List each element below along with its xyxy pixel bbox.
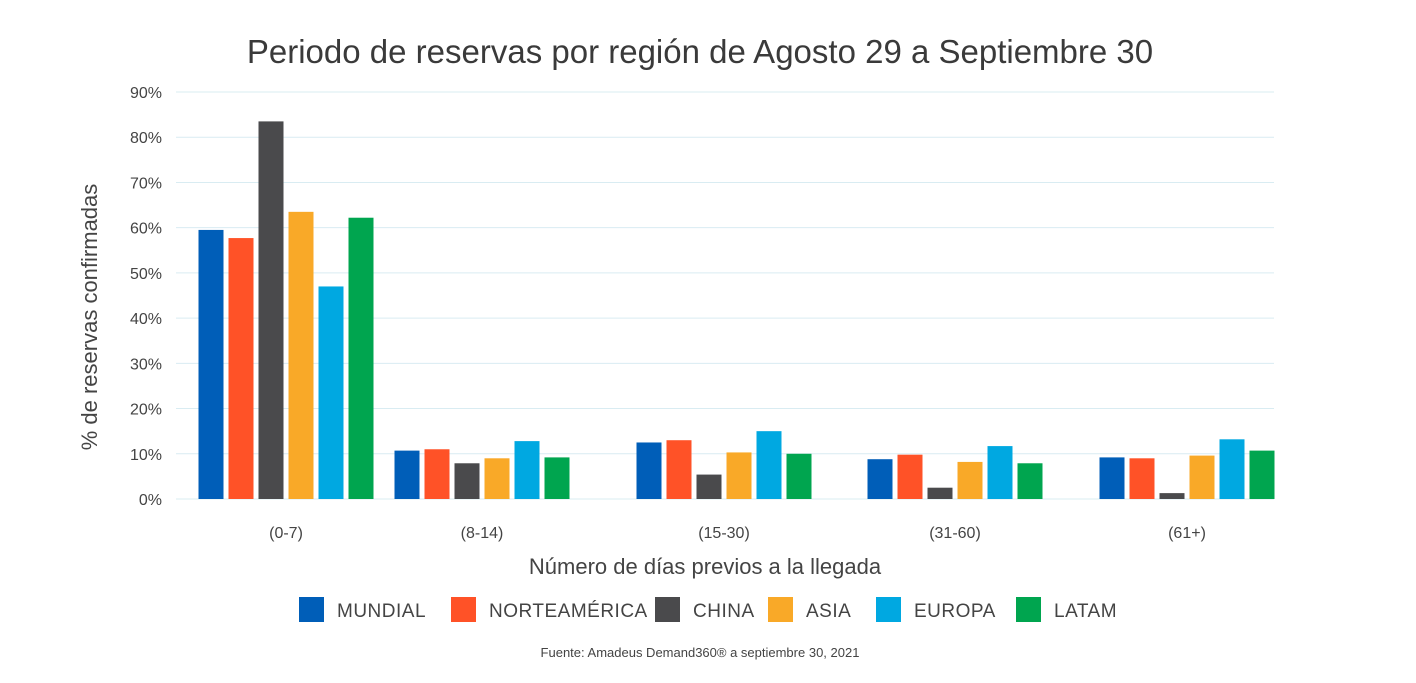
bar [756, 431, 782, 499]
bar [1129, 458, 1155, 499]
bar [288, 211, 314, 500]
bars [198, 121, 1275, 500]
bar [484, 458, 510, 499]
legend-swatch [655, 597, 680, 622]
bar [927, 487, 953, 499]
x-category-label: (0-7) [269, 525, 303, 542]
bar [726, 452, 752, 499]
bar [636, 442, 662, 499]
bar [258, 121, 284, 500]
bar [696, 474, 722, 499]
y-tick-label: 10% [130, 447, 162, 464]
bar [454, 463, 480, 499]
bar [957, 461, 983, 499]
y-tick-label: 20% [130, 402, 162, 419]
y-tick-label: 90% [130, 85, 162, 102]
bar [786, 453, 812, 499]
x-category-label: (15-30) [698, 525, 750, 542]
legend-swatch [1016, 597, 1041, 622]
bar [987, 446, 1013, 499]
y-tick-label: 60% [130, 221, 162, 238]
chart-title: Periodo de reservas por región de Agosto… [247, 33, 1153, 70]
y-axis-title: % de reservas confirmadas [77, 184, 102, 451]
bar [666, 440, 692, 499]
legend-label: ASIA [806, 601, 851, 622]
bar [514, 441, 540, 499]
source-note: Fuente: Amadeus Demand360® a septiembre … [541, 645, 860, 660]
bar [318, 286, 344, 499]
y-tick-label: 30% [130, 356, 162, 373]
bar [897, 454, 923, 499]
bar [394, 450, 420, 499]
bar [1219, 439, 1245, 499]
y-tick-label: 50% [130, 266, 162, 283]
bar [867, 459, 893, 499]
bar [1099, 457, 1125, 499]
y-tick-label: 40% [130, 311, 162, 328]
x-category-label: (8-14) [461, 525, 504, 542]
legend-label: EUROPA [914, 601, 996, 622]
y-tick-label: 70% [130, 175, 162, 192]
bar [1189, 455, 1215, 499]
bar [1249, 450, 1275, 499]
legend-label: MUNDIAL [337, 601, 426, 622]
legend-swatch [299, 597, 324, 622]
bar [198, 229, 224, 499]
x-category-label: (31-60) [929, 525, 981, 542]
x-axis-categories: (0-7) (8-14) (15-30) (31-60) (61+) [269, 525, 1206, 542]
legend-swatch [451, 597, 476, 622]
bar [1159, 493, 1185, 499]
bar [544, 457, 570, 499]
x-axis-title: Número de días previos a la llegada [529, 554, 882, 579]
legend-label: LATAM [1054, 601, 1117, 622]
y-axis-ticks: 0% 10% 20% 30% 40% 50% 60% 70% 80% 90% [130, 85, 162, 509]
legend-swatch [876, 597, 901, 622]
y-tick-label: 0% [139, 492, 162, 509]
bar [348, 217, 374, 499]
legend-label: NORTEAMÉRICA [489, 601, 648, 622]
bar [228, 238, 254, 499]
y-tick-label: 80% [130, 130, 162, 147]
legend-swatch [768, 597, 793, 622]
legend: MUNDIAL NORTEAMÉRICA CHINA ASIA EUROPA LATAM [299, 597, 1117, 622]
bar [424, 449, 450, 499]
legend-label: CHINA [693, 601, 755, 622]
bar [1017, 463, 1043, 499]
x-category-label: (61+) [1168, 525, 1206, 542]
